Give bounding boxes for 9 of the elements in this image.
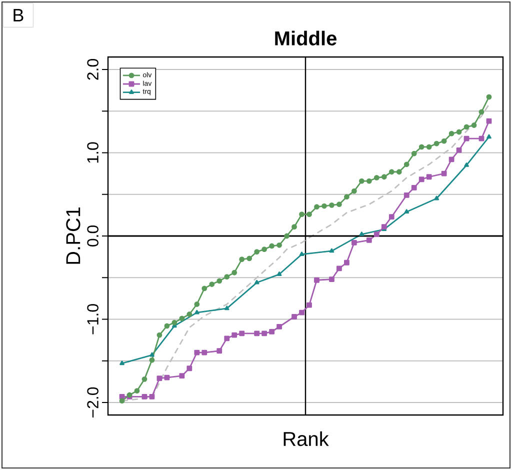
y-tick-label: 2.0	[87, 58, 98, 80]
text: B	[14, 8, 24, 22]
chart-title: Middle	[275, 30, 336, 46]
y-axis-title: D.PC1	[66, 208, 80, 264]
y-tick-label: −1.0	[87, 304, 98, 334]
y-tick-label: 1.0	[87, 142, 98, 163]
x-axis-title: Rank	[284, 431, 329, 446]
y-tick-label: 0.0	[87, 226, 98, 246]
y-tick-label: −2.0	[87, 387, 98, 418]
